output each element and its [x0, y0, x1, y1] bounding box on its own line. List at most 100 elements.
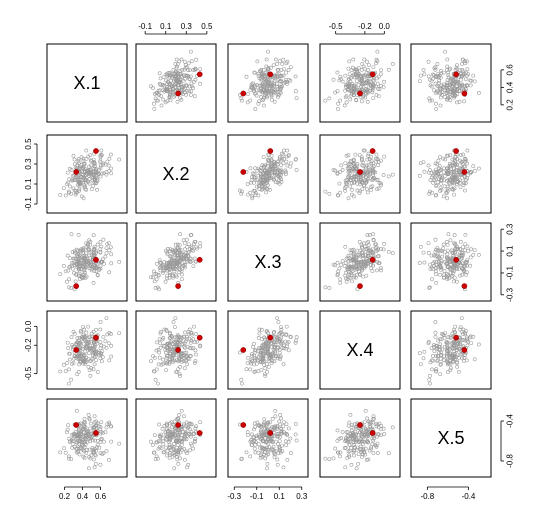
scatter-point [168, 351, 173, 356]
scatter-point [193, 436, 198, 441]
scatter-point [361, 431, 366, 436]
scatter-point [438, 90, 443, 95]
scatter-point [189, 81, 194, 86]
scatter-point [280, 345, 285, 350]
scatter-point [373, 242, 378, 247]
scatter-point [381, 247, 386, 252]
scatter-point [353, 429, 358, 434]
scatter-point [171, 275, 175, 280]
scatter-point [350, 423, 354, 428]
scatter-point [286, 348, 291, 353]
scatter-point [181, 334, 186, 339]
scatter-point [246, 355, 250, 360]
scatter-point [279, 430, 284, 435]
highlighted-point [196, 256, 203, 263]
scatter-point [76, 439, 80, 444]
scatter-point [79, 359, 84, 364]
scatter-point [172, 466, 177, 471]
scatter-point [435, 353, 440, 358]
scatter-point [267, 172, 272, 177]
scatter-point [94, 176, 99, 181]
scatter-point [166, 341, 171, 346]
scatter-point [107, 422, 112, 427]
scatter-point [70, 174, 75, 178]
scatter-point [82, 416, 87, 421]
scatter-point [418, 161, 423, 166]
scatter-point [374, 93, 379, 97]
scatter-point [343, 188, 348, 193]
scatter-point [433, 67, 438, 72]
scatter-point [154, 348, 159, 353]
scatter-point [343, 273, 348, 278]
scatter-point [98, 346, 103, 351]
scatter-point [382, 154, 387, 159]
scatter-point [465, 337, 470, 342]
scatter-point [98, 440, 103, 444]
scatter-point [448, 366, 453, 371]
scatter-point [444, 354, 449, 359]
scatter-point [264, 339, 269, 344]
scatter-point [275, 72, 280, 77]
scatter-point [471, 164, 476, 169]
scatter-point [269, 165, 273, 170]
scatter-point [448, 334, 453, 339]
scatter-point [170, 254, 175, 259]
scatter-point [354, 263, 359, 268]
scatter-point [366, 432, 371, 437]
scatter-point [286, 440, 291, 444]
scatter-point [252, 70, 257, 75]
scatter-point [158, 331, 163, 336]
scatter-point [189, 232, 194, 237]
scatter-point [75, 354, 80, 359]
scatter-point [267, 187, 272, 192]
scatter-point [446, 335, 451, 340]
scatter-point [338, 98, 343, 103]
scatter-point [252, 188, 256, 193]
scatter-point [352, 174, 357, 178]
scatter-point [432, 349, 437, 354]
scatter-point [82, 360, 87, 365]
scatter-point [285, 59, 290, 64]
scatter-point [448, 153, 453, 158]
scatter-point [357, 239, 362, 244]
scatter-point [346, 66, 351, 71]
scatter-point [349, 462, 354, 467]
scatter-point [375, 157, 380, 162]
scatter-point [158, 260, 163, 265]
scatter-point [471, 334, 476, 339]
scatter-point [461, 337, 466, 342]
highlighted-point [369, 256, 376, 263]
scatter-point [86, 248, 91, 253]
scatter-point [76, 159, 81, 163]
scatter-point [175, 443, 180, 448]
scatter-point [279, 177, 284, 182]
scatter-point [333, 446, 338, 451]
scatter-point [177, 250, 182, 255]
tick-label: -0.2 [24, 338, 33, 352]
scatter-point [445, 262, 450, 267]
scatter-point [244, 450, 249, 455]
panel-5-1 [46, 398, 128, 478]
scatter-point [260, 90, 265, 95]
scatter-point [379, 68, 383, 73]
scatter-point [166, 262, 171, 267]
scatter-point [476, 91, 481, 95]
scatter-point [73, 429, 78, 434]
scatter-point [359, 156, 364, 161]
scatter-point [448, 368, 453, 373]
scatter-point [431, 173, 436, 178]
scatter-point [84, 344, 89, 349]
panel-5-4 [319, 398, 401, 478]
scatter-point [187, 427, 192, 432]
scatter-point [260, 351, 265, 356]
scatter-point [448, 181, 453, 186]
scatter-point [356, 452, 361, 457]
scatter-point [366, 440, 371, 444]
scatter-point [435, 252, 440, 257]
scatter-point [331, 262, 336, 267]
scatter-point [253, 348, 258, 353]
highlighted-point [357, 283, 363, 289]
scatter-point [180, 341, 185, 346]
scatter-point [98, 160, 103, 165]
scatter-point [253, 107, 258, 111]
